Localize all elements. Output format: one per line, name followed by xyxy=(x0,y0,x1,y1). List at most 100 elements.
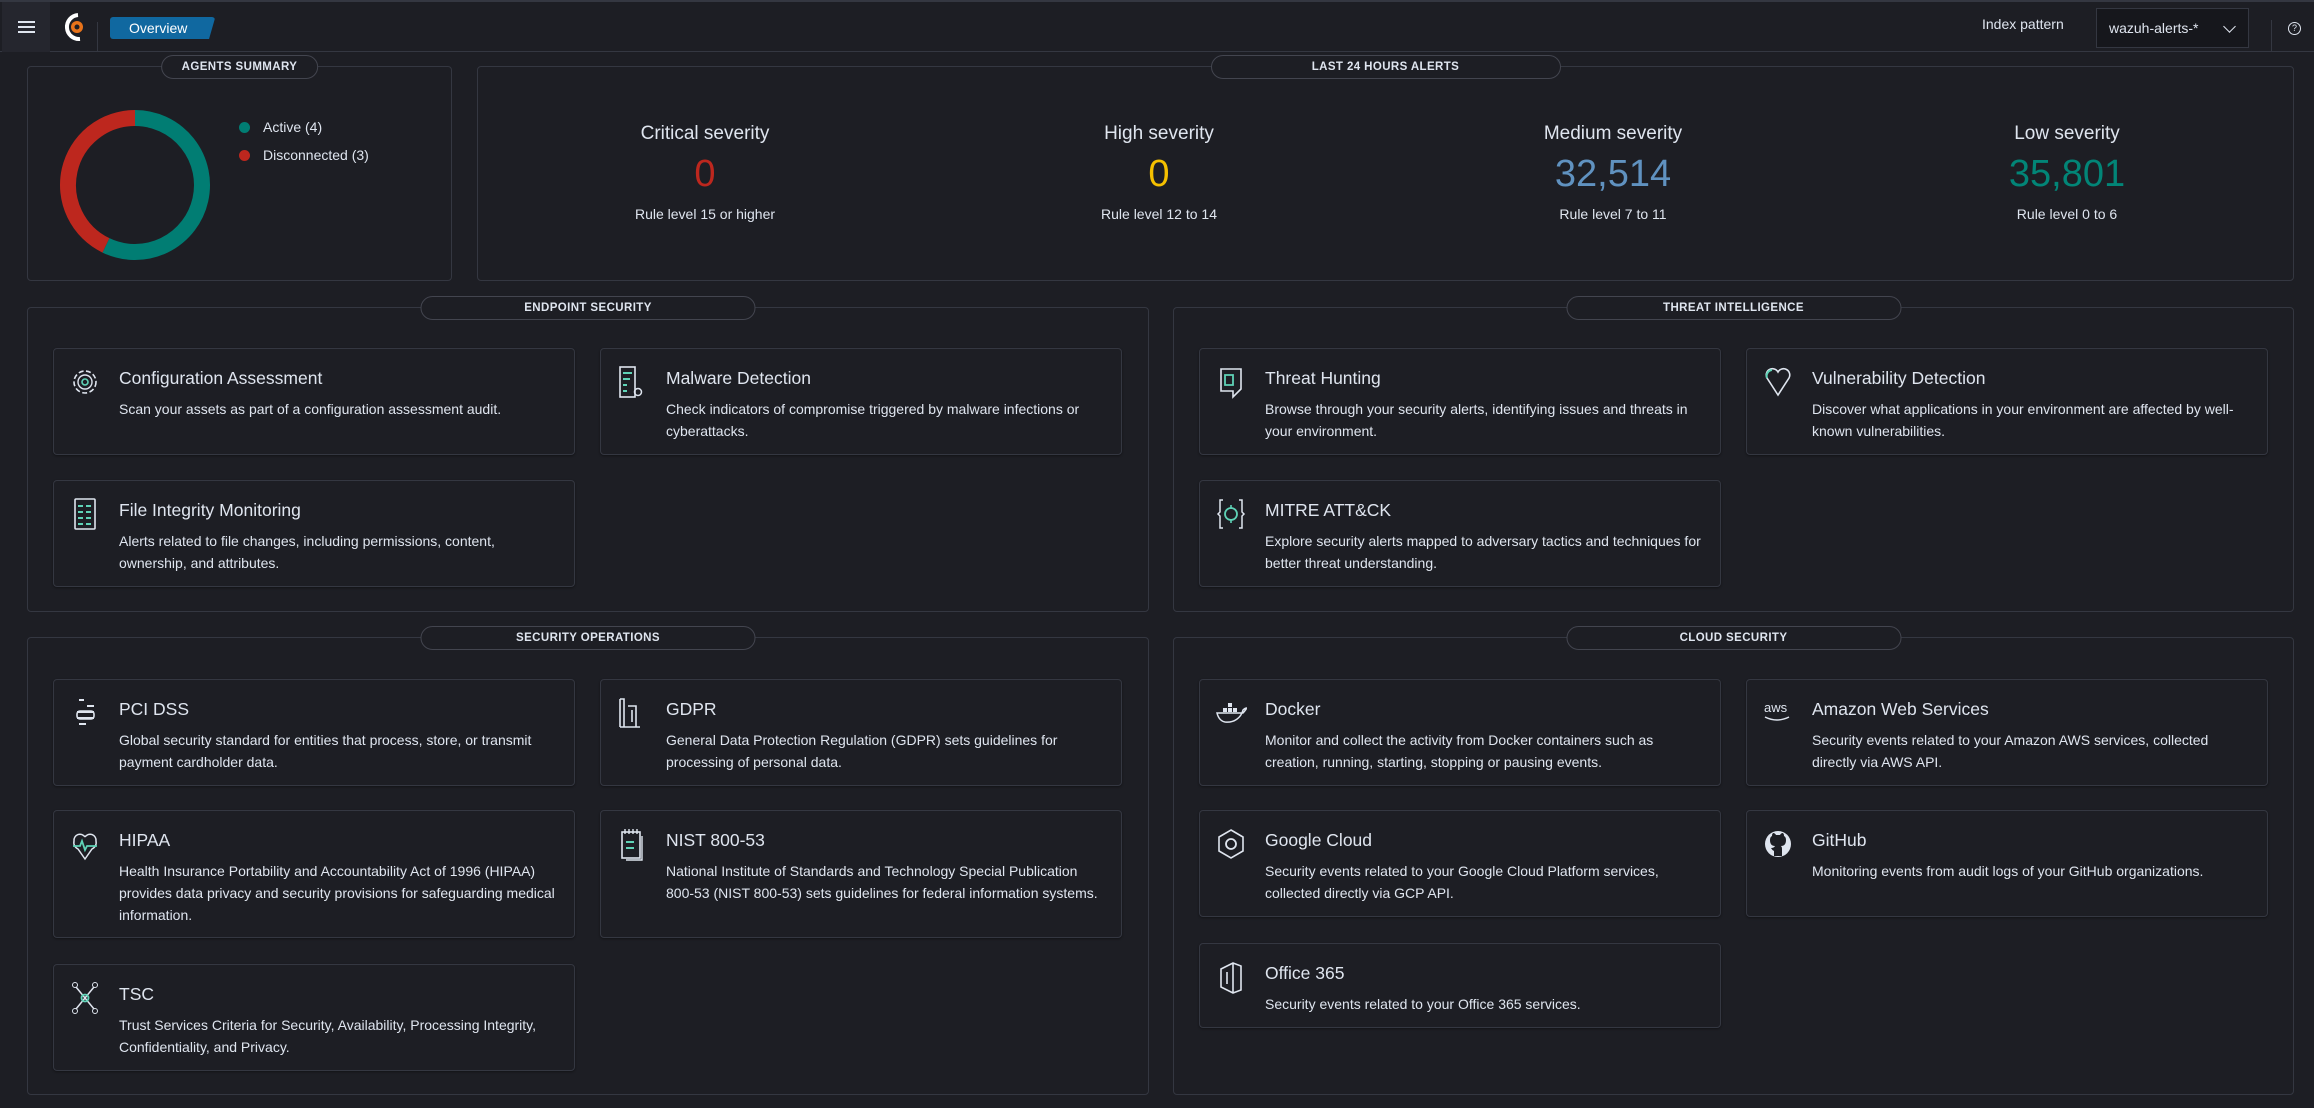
card-title: TSC xyxy=(119,984,154,1004)
card-file-integrity-monitoring[interactable]: File Integrity Monitoring Alerts related… xyxy=(53,480,575,587)
card-configuration-assessment[interactable]: Configuration Assessment Scan your asset… xyxy=(53,348,575,455)
card-title: HIPAA xyxy=(119,830,171,850)
severity-title: Medium severity xyxy=(1543,123,1683,144)
legend-label: Active (4) xyxy=(263,119,323,135)
header-divider xyxy=(97,22,98,52)
card-tsc[interactable]: TSC Trust Services Criteria for Security… xyxy=(53,964,575,1071)
stack-lines-icon xyxy=(76,699,95,725)
severity-title: Low severity xyxy=(2014,123,2120,144)
donut-slice-disconnected[interactable] xyxy=(60,110,136,253)
index-pattern-select[interactable]: wazuh-alerts-* xyxy=(2096,8,2249,48)
severity-subtitle: Rule level 7 to 11 xyxy=(1559,206,1667,222)
severity-low: Low severity 35,801 Rule level 0 to 6 xyxy=(1840,67,2294,222)
card-gdpr[interactable]: GDPR General Data Protection Regulation … xyxy=(600,679,1122,786)
shield-icon xyxy=(1220,368,1242,399)
severity-medium: Medium severity 32,514 Rule level 7 to 1… xyxy=(1386,67,1840,222)
heartbeat-icon xyxy=(73,833,97,861)
severity-count[interactable]: 0 xyxy=(694,153,716,195)
wazuh-logo[interactable] xyxy=(60,12,90,42)
chevron-down-icon xyxy=(2223,20,2236,33)
aws-icon: aws xyxy=(1764,700,1790,721)
help-icon[interactable]: ? xyxy=(2288,22,2301,35)
document-gear-icon xyxy=(619,366,643,398)
severity-critical: Critical severity 0 Rule level 15 or hig… xyxy=(478,67,932,222)
card-title: Amazon Web Services xyxy=(1812,699,1989,719)
agents-legend: Active (4) Disconnected (3) xyxy=(239,113,369,169)
card-description: Health Insurance Portability and Account… xyxy=(119,863,555,923)
card-title: PCI DSS xyxy=(119,699,190,719)
card-description: Alerts related to file changes, includin… xyxy=(119,533,495,571)
card-description: Monitor and collect the activity from Do… xyxy=(1265,732,1654,770)
notepad-icon xyxy=(621,829,643,861)
panel-title: SECURITY OPERATIONS xyxy=(420,626,756,650)
severity-subtitle: Rule level 15 or higher xyxy=(634,206,776,222)
top-header: Overview Index pattern wazuh-alerts-* ? xyxy=(0,0,2314,52)
index-pattern-value: wazuh-alerts-* xyxy=(2109,20,2199,36)
menu-button[interactable] xyxy=(2,2,50,52)
target-brackets-icon xyxy=(1216,499,1246,529)
card-title: Vulnerability Detection xyxy=(1812,368,1986,388)
card-title: File Integrity Monitoring xyxy=(119,500,301,520)
card-description: Monitoring events from audit logs of you… xyxy=(1812,863,2204,879)
card-title: GDPR xyxy=(666,699,717,719)
legend-label: Disconnected (3) xyxy=(263,147,369,163)
card-title: Threat Hunting xyxy=(1265,368,1381,388)
card-description: Security events related to your Amazon A… xyxy=(1812,732,2209,770)
donut-slice-active[interactable] xyxy=(102,110,210,260)
card-title: Office 365 xyxy=(1265,963,1345,983)
card-title: Google Cloud xyxy=(1265,830,1373,850)
office-icon xyxy=(1220,962,1242,994)
card-threat-hunting[interactable]: Threat Hunting Browse through your secur… xyxy=(1199,348,1721,455)
card-amazon-web-services[interactable]: aws Amazon Web Services Security events … xyxy=(1746,679,2268,786)
card-title: MITRE ATT&CK xyxy=(1265,500,1392,520)
card-vulnerability-detection[interactable]: Vulnerability Detection Discover what ap… xyxy=(1746,348,2268,455)
network-nodes-icon xyxy=(72,982,98,1014)
card-google-cloud[interactable]: Google Cloud Security events related to … xyxy=(1199,810,1721,917)
severity-count[interactable]: 35,801 xyxy=(2008,153,2126,195)
legend-item-active[interactable]: Active (4) xyxy=(239,113,369,141)
card-title: Malware Detection xyxy=(666,368,811,388)
card-title: Configuration Assessment xyxy=(119,368,323,388)
card-description: Trust Services Criteria for Security, Av… xyxy=(119,1017,537,1055)
svg-text:aws: aws xyxy=(1764,700,1788,715)
severity-count[interactable]: 0 xyxy=(1148,153,1170,195)
card-description: Security events related to your Google C… xyxy=(1265,863,1659,901)
gear-icon xyxy=(73,370,97,394)
header-divider xyxy=(2271,20,2272,52)
severity-subtitle: Rule level 12 to 14 xyxy=(1101,206,1217,222)
agents-summary-panel: AGENTS SUMMARY Active (4) Disconnected (… xyxy=(27,55,452,281)
card-description: Discover what applications in your envir… xyxy=(1812,401,2234,439)
card-hipaa[interactable]: HIPAA Health Insurance Portability and A… xyxy=(53,810,575,938)
card-description: Security events related to your Office 3… xyxy=(1265,996,1581,1012)
card-malware-detection[interactable]: Malware Detection Check indicators of co… xyxy=(600,348,1122,455)
panel-title: LAST 24 HOURS ALERTS xyxy=(1210,55,1561,79)
card-mitre-att-ck[interactable]: MITRE ATT&CK Explore security alerts map… xyxy=(1199,480,1721,587)
panel-title: ENDPOINT SECURITY xyxy=(420,296,756,320)
card-docker[interactable]: Docker Monitor and collect the activity … xyxy=(1199,679,1721,786)
endpoint-security-panel: ENDPOINT SECURITY Configuration Assessme… xyxy=(27,296,1149,612)
card-description: Browse through your security alerts, ide… xyxy=(1265,401,1688,439)
card-pci-dss[interactable]: PCI DSS Global security standard for ent… xyxy=(53,679,575,786)
cloud-security-panel: CLOUD SECURITY Docker Monitor and collec… xyxy=(1173,626,2294,1095)
hamburger-icon xyxy=(17,26,35,28)
google-cloud-icon xyxy=(1218,829,1244,859)
severity-title: High severity xyxy=(1104,123,1214,144)
severity-subtitle: Rule level 0 to 6 xyxy=(2016,206,2118,222)
card-title: NIST 800-53 xyxy=(666,830,765,850)
breadcrumb-overview[interactable]: Overview xyxy=(110,17,216,39)
agents-donut-chart xyxy=(60,110,210,260)
docker-icon xyxy=(1216,703,1247,723)
severity-title: Critical severity xyxy=(640,123,770,144)
card-github[interactable]: GitHub Monitoring events from audit logs… xyxy=(1746,810,2268,917)
panel-title: THREAT INTELLIGENCE xyxy=(1566,296,1901,320)
card-office-365[interactable]: Office 365 Security events related to yo… xyxy=(1199,943,1721,1028)
github-icon xyxy=(1765,831,1791,857)
card-description: Check indicators of compromise triggered… xyxy=(666,401,1080,439)
card-description: Global security standard for entities th… xyxy=(119,732,532,770)
card-description: National Institute of Standards and Tech… xyxy=(666,863,1098,901)
card-nist-800-53[interactable]: NIST 800-53 National Institute of Standa… xyxy=(600,810,1122,938)
legend-item-disconnected[interactable]: Disconnected (3) xyxy=(239,141,369,169)
severity-count[interactable]: 32,514 xyxy=(1554,153,1672,195)
legend-dot xyxy=(239,121,250,133)
card-title: Docker xyxy=(1265,699,1321,719)
